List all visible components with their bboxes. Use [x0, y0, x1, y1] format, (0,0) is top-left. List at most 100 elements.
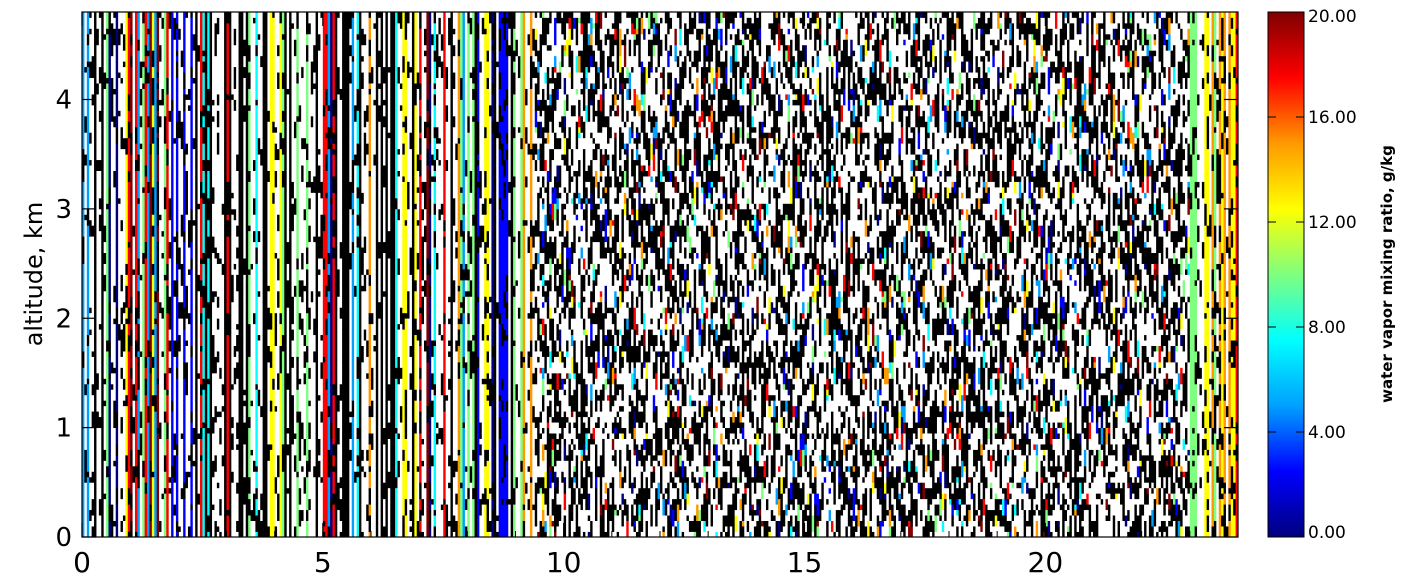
heatmap-cell: [120, 55, 124, 62]
heatmap-cell: [313, 422, 317, 434]
heatmap-cell: [315, 487, 319, 494]
heatmap-cell: [293, 55, 297, 62]
heatmap-cell: [96, 143, 100, 161]
heatmap-cell: [214, 181, 218, 188]
heatmap-cell: [200, 181, 203, 199]
heatmap-cell: [163, 110, 167, 117]
heatmap-cell: [209, 465, 213, 478]
heatmap-cell: [101, 520, 105, 537]
heatmap-cell: [250, 285, 254, 297]
heatmap-cell: [103, 471, 107, 483]
heatmap-cell: [291, 487, 295, 494]
heatmap-cell: [103, 197, 107, 215]
heatmap-cell: [118, 416, 121, 423]
heatmap-cell: [147, 72, 150, 84]
heatmap-cell: [315, 329, 319, 336]
heatmap-cell: [219, 460, 223, 467]
heatmap-cell: [284, 427, 288, 445]
heatmap-cell: [240, 383, 244, 390]
heatmap-cell: [330, 269, 333, 275]
heatmap-cell: [255, 137, 259, 150]
heatmap-cell: [224, 400, 227, 407]
heatmap-cell: [151, 285, 155, 292]
heatmap-cell: [207, 187, 211, 199]
heatmap-cell: [132, 269, 136, 275]
heatmap-cell: [224, 318, 227, 336]
heatmap-cell: [286, 88, 290, 95]
heatmap-cell: [89, 520, 93, 532]
heatmap-cell: [231, 203, 235, 210]
heatmap-cell: [226, 493, 230, 511]
heatmap-cell: [303, 383, 307, 396]
heatmap-cell: [325, 422, 329, 429]
heatmap-cell: [322, 137, 326, 150]
heatmap-cell: [216, 378, 220, 396]
heatmap-cell: [89, 115, 93, 133]
heatmap-cell: [156, 176, 160, 182]
heatmap-cell: [322, 203, 326, 215]
heatmap-cell: [171, 340, 174, 352]
heatmap-cell: [219, 318, 223, 330]
heatmap-cell: [233, 383, 237, 390]
heatmap-cell: [281, 531, 285, 537]
heatmap-cell: [226, 482, 230, 494]
heatmap-cell: [221, 290, 225, 297]
heatmap-cell: [265, 285, 268, 303]
heatmap-cell: [320, 247, 324, 259]
heatmap-cell: [216, 487, 220, 505]
heatmap-cell: [291, 340, 295, 357]
heatmap-cell: [226, 334, 230, 352]
heatmap-cell: [260, 372, 264, 379]
heatmap-cell: [91, 427, 95, 439]
heatmap-cell: [113, 170, 117, 188]
heatmap-cell: [298, 383, 302, 396]
heatmap-cell: [231, 192, 235, 199]
heatmap-cell: [250, 148, 254, 161]
heatmap-cell: [137, 258, 141, 275]
heatmap-cell: [269, 61, 273, 68]
heatmap-cell: [197, 438, 201, 445]
heatmap-cell: [142, 154, 146, 166]
heatmap-cell: [202, 159, 206, 171]
heatmap-cell: [168, 362, 172, 368]
heatmap-cell: [84, 66, 88, 73]
heatmap-cell: [137, 356, 141, 374]
heatmap-cell: [122, 476, 126, 489]
heatmap-cell: [240, 493, 244, 500]
heatmap-cell: [322, 12, 326, 18]
heatmap-cell: [200, 471, 203, 478]
heatmap-cell: [209, 367, 213, 379]
heatmap-cell: [144, 115, 148, 122]
heatmap-cell: [303, 247, 307, 264]
heatmap-cell: [214, 345, 218, 357]
heatmap-cell: [110, 258, 114, 275]
heatmap-cell: [240, 427, 244, 445]
heatmap-cell: [303, 285, 307, 292]
heatmap-cell: [303, 22, 307, 29]
heatmap-cell: [137, 329, 141, 346]
heatmap-cell: [122, 159, 126, 177]
heatmap-cell: [142, 531, 146, 537]
heatmap-cell: [118, 66, 121, 73]
heatmap-cell: [154, 258, 158, 264]
heatmap-cell: [154, 323, 158, 341]
heatmap-cell: [281, 405, 285, 423]
heatmap-cell: [305, 290, 309, 297]
heatmap-cell: [327, 44, 331, 51]
heatmap-cell: [144, 214, 148, 226]
heatmap-cell: [149, 493, 153, 505]
heatmap-cell: [163, 389, 167, 407]
heatmap-cell: [207, 241, 211, 248]
heatmap-cell: [120, 515, 124, 521]
heatmap-cell: [267, 329, 271, 346]
heatmap-cell: [277, 454, 280, 467]
heatmap-cell: [289, 61, 292, 68]
heatmap-cell: [303, 498, 307, 505]
heatmap-cell: [127, 263, 131, 281]
heatmap-cell: [101, 165, 105, 177]
heatmap-cell: [132, 66, 136, 73]
heatmap-cell: [156, 411, 160, 429]
heatmap-cell: [291, 192, 295, 199]
heatmap-cell: [101, 104, 105, 117]
heatmap-cell: [224, 389, 227, 401]
